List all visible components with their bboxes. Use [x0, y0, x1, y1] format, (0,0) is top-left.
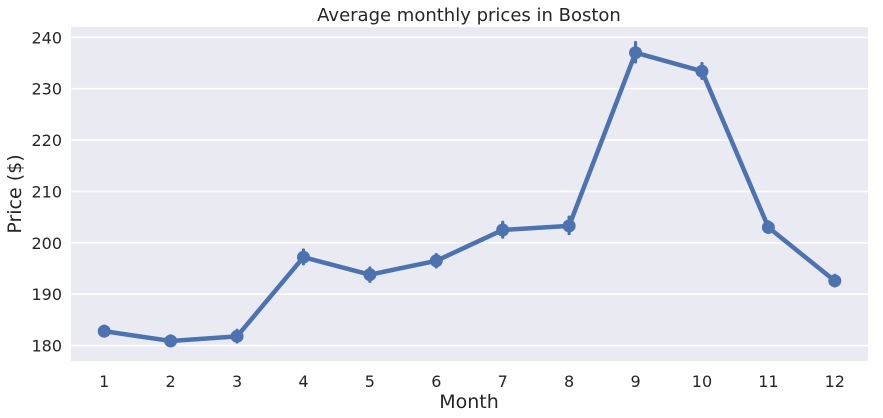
y-tick-label: 210 — [31, 182, 62, 201]
data-point — [97, 324, 111, 338]
x-axis: 1 2 3 4 5 6 7 8 9 10 11 12 — [99, 372, 845, 391]
data-point — [230, 329, 244, 343]
data-point — [629, 46, 643, 60]
y-tick-label: 180 — [31, 337, 62, 356]
x-tick-label: 1 — [99, 372, 109, 391]
x-tick-label: 10 — [692, 372, 712, 391]
data-point — [828, 274, 842, 288]
y-tick-label: 240 — [31, 28, 62, 47]
plot-area — [71, 27, 868, 361]
series-line — [101, 50, 838, 344]
x-axis-title: Month — [439, 391, 499, 413]
x-tick-label: 2 — [166, 372, 176, 391]
x-tick-label: 9 — [630, 372, 640, 391]
x-tick-label: 4 — [298, 372, 308, 391]
data-point — [496, 223, 510, 237]
chart-title: Average monthly prices in Boston — [317, 5, 621, 26]
x-tick-label: 7 — [498, 372, 508, 391]
x-tick-label: 11 — [758, 372, 778, 391]
x-tick-label: 5 — [365, 372, 375, 391]
series-0 — [97, 40, 842, 348]
data-point — [695, 64, 709, 78]
x-tick-label: 12 — [825, 372, 845, 391]
series-layer — [97, 40, 842, 348]
grid — [71, 36, 868, 347]
y-axis: 180 190 200 210 220 230 240 — [31, 28, 62, 355]
data-point — [296, 250, 310, 264]
y-tick-label: 200 — [31, 234, 62, 253]
data-point — [429, 254, 443, 268]
y-tick-label: 190 — [31, 285, 62, 304]
x-tick-label: 8 — [564, 372, 574, 391]
y-tick-label: 220 — [31, 131, 62, 150]
data-point — [562, 219, 576, 233]
x-tick-label: 6 — [431, 372, 441, 391]
x-tick-label: 3 — [232, 372, 242, 391]
y-axis-title: Price ($) — [4, 154, 26, 233]
data-point — [363, 268, 377, 282]
y-tick-label: 230 — [31, 80, 62, 99]
data-point — [761, 220, 775, 234]
data-point — [164, 334, 178, 348]
